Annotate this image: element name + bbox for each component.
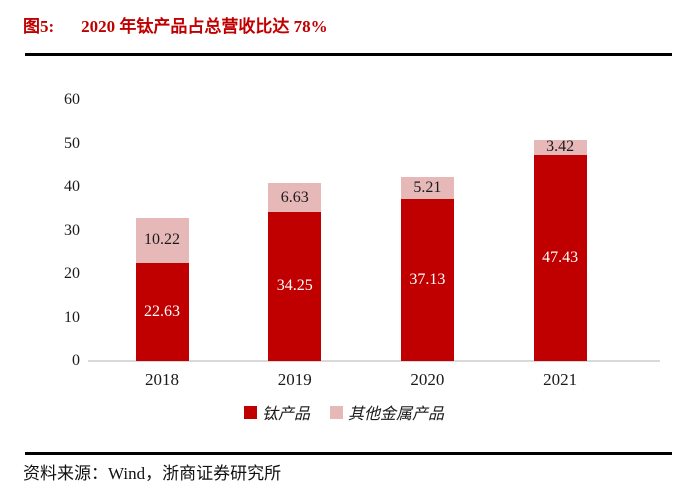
bar-segment-titanium: 37.13 (400, 199, 454, 361)
data-label: 6.63 (280, 188, 309, 206)
legend-item: 钛产品 (243, 400, 310, 424)
bar-segment-titanium: 22.63 (135, 262, 189, 361)
x-axis-line (88, 360, 660, 362)
legend-label: 其他金属产品 (348, 406, 445, 423)
data-label: 37.13 (409, 271, 446, 289)
bar-segment-other-metal: 10.22 (135, 218, 189, 263)
y-tick-label: 40 (64, 178, 80, 195)
y-tick-label: 10 (64, 308, 80, 326)
legend-label: 钛产品 (261, 406, 310, 423)
data-label: 47.43 (542, 248, 579, 266)
data-label: 5.21 (413, 179, 442, 197)
data-label: 10.22 (144, 231, 180, 249)
bar-segment-other-metal: 6.63 (268, 183, 322, 212)
bar-segment-titanium: 47.43 (533, 154, 587, 361)
footer-divider (25, 452, 672, 455)
x-axis-label: 2021 (543, 370, 578, 389)
legend-swatch-icon (330, 405, 343, 419)
data-label: 3.42 (546, 138, 575, 156)
legend: 钛产品 其他金属产品 (0, 400, 688, 424)
bar-segment-titanium: 34.25 (268, 212, 322, 361)
title-divider (25, 53, 672, 56)
bar-segment-other-metal: 3.42 (533, 138, 587, 156)
legend-swatch-icon (243, 405, 257, 419)
x-axis-label: 2019 (277, 370, 312, 389)
y-tick-label: 30 (64, 221, 80, 239)
y-tick-label: 20 (64, 265, 80, 282)
data-label: 34.25 (276, 277, 313, 295)
figure-number: 图5: (23, 17, 55, 36)
figure-title-text: 2020 年钛产品占总营收比达 78% (81, 17, 328, 36)
y-tick-label: 0 (72, 352, 80, 369)
x-axis-label: 2020 (410, 370, 445, 389)
y-tick-label: 50 (64, 134, 80, 152)
bar-segment-other-metal: 5.21 (400, 176, 454, 200)
figure-title: 图5: 2020 年钛产品占总营收比达 78% (23, 12, 328, 37)
legend-item: 其他金属产品 (330, 400, 444, 424)
source-note: 资料来源：Wind，浙商证券研究所 (23, 464, 282, 483)
data-label: 22.63 (144, 302, 180, 320)
x-axis-label: 2018 (145, 370, 179, 389)
y-tick-label: 60 (64, 91, 80, 108)
